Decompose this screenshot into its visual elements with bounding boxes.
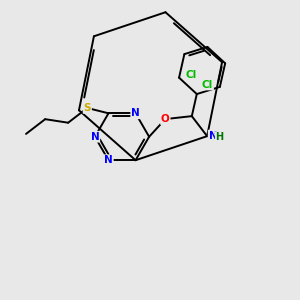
Text: N: N: [91, 132, 99, 142]
Text: Cl: Cl: [202, 80, 213, 89]
Text: H: H: [215, 132, 223, 142]
Text: O: O: [161, 114, 170, 124]
Text: N: N: [131, 108, 140, 118]
Text: N: N: [208, 130, 217, 141]
Text: N: N: [104, 155, 113, 165]
Text: Cl: Cl: [186, 70, 197, 80]
Text: S: S: [83, 103, 91, 113]
